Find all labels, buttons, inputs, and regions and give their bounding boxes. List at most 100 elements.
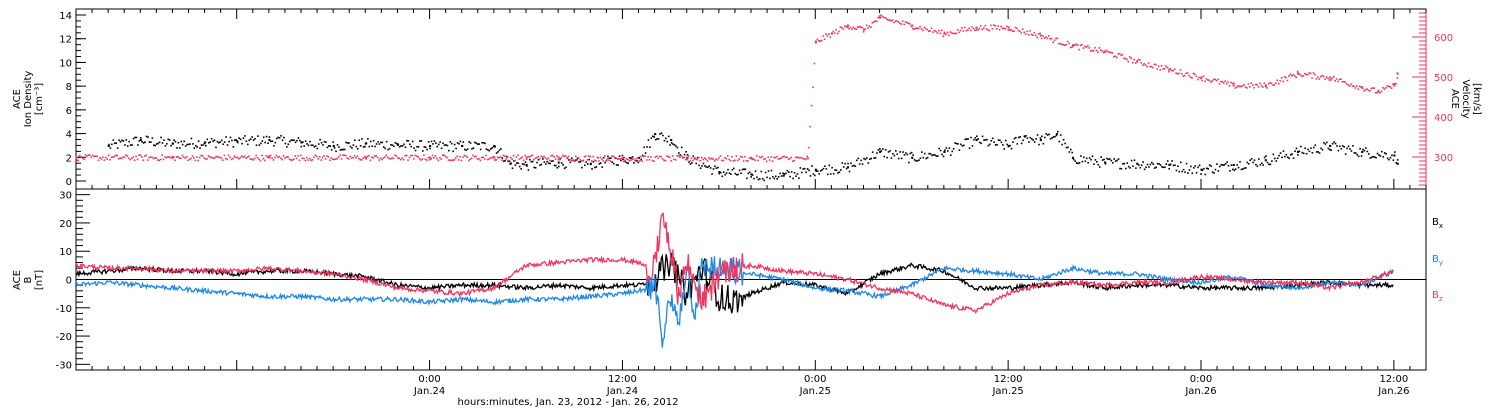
- velocity-point: [634, 159, 636, 162]
- velocity-point: [773, 156, 775, 159]
- density-point: [1271, 160, 1273, 162]
- density-point: [1036, 134, 1039, 136]
- density-point: [1059, 134, 1062, 136]
- velocity-point: [1361, 86, 1364, 89]
- velocity-point: [712, 158, 715, 160]
- density-point: [1078, 162, 1081, 164]
- velocity-point: [1114, 55, 1117, 58]
- velocity-point: [628, 159, 631, 162]
- density-point: [624, 160, 627, 163]
- velocity-point: [180, 157, 182, 160]
- density-point: [850, 162, 852, 165]
- velocity-point: [700, 156, 703, 159]
- density-point: [1223, 164, 1225, 166]
- velocity-point: [799, 156, 801, 159]
- density-point: [129, 144, 132, 146]
- density-point: [718, 171, 721, 174]
- density-point: [158, 141, 161, 144]
- velocity-point: [851, 28, 853, 30]
- velocity-point: [1309, 72, 1312, 75]
- velocity-point: [1198, 76, 1201, 79]
- velocity-point: [897, 21, 900, 23]
- density-point: [206, 138, 209, 141]
- velocity-point: [272, 159, 275, 161]
- density-point: [1094, 159, 1097, 161]
- density-point: [378, 143, 381, 145]
- density-point: [893, 154, 896, 157]
- velocity-point: [1043, 37, 1046, 39]
- velocity-point: [865, 24, 868, 27]
- density-point: [335, 150, 337, 153]
- density-point: [1289, 154, 1292, 156]
- velocity-point: [1010, 28, 1012, 31]
- velocity-point: [164, 156, 166, 158]
- density-point: [1049, 137, 1052, 140]
- density-point: [1294, 150, 1296, 152]
- velocity-point: [1344, 81, 1347, 83]
- velocity-point: [638, 159, 641, 162]
- density-point: [141, 141, 144, 143]
- velocity-point: [803, 158, 806, 160]
- velocity-point: [428, 158, 431, 161]
- velocity-point: [1121, 53, 1124, 56]
- velocity-point: [627, 158, 629, 161]
- velocity-point: [878, 15, 881, 17]
- density-point: [1185, 162, 1188, 165]
- density-point: [996, 143, 998, 146]
- density-point: [429, 147, 431, 150]
- velocity-point: [1319, 75, 1322, 78]
- velocity-point: [102, 156, 104, 158]
- velocity-point: [495, 158, 498, 161]
- velocity-point: [781, 155, 784, 158]
- velocity-point: [899, 22, 901, 24]
- velocity-point: [1243, 83, 1245, 86]
- velocity-point: [385, 154, 388, 157]
- velocity-point: [339, 154, 341, 157]
- velocity-point: [126, 155, 129, 157]
- density-point: [676, 146, 679, 149]
- density-point: [1177, 165, 1179, 167]
- density-tick-label: 2: [66, 153, 72, 164]
- density-point: [1288, 157, 1291, 160]
- density-point: [440, 147, 443, 150]
- velocity-point: [130, 157, 133, 160]
- density-point: [317, 143, 320, 145]
- density-point: [1234, 168, 1237, 170]
- density-point: [951, 150, 954, 153]
- density-point: [562, 164, 564, 166]
- density-point: [479, 148, 482, 151]
- density-point: [1025, 135, 1027, 137]
- density-point: [184, 145, 187, 147]
- density-point: [1349, 148, 1351, 150]
- velocity-point: [288, 158, 291, 161]
- velocity-point: [1006, 25, 1008, 28]
- velocity-point: [1084, 45, 1086, 48]
- velocity-point: [722, 159, 725, 162]
- density-point: [278, 137, 281, 139]
- velocity-point: [663, 159, 665, 162]
- density-point: [268, 136, 271, 138]
- velocity-point: [1168, 68, 1171, 71]
- velocity-point: [262, 157, 265, 160]
- density-point: [659, 133, 661, 135]
- velocity-point: [1233, 82, 1235, 85]
- velocity-point: [716, 159, 719, 161]
- velocity-point: [1100, 49, 1102, 52]
- density-point: [173, 139, 175, 141]
- density-point: [1184, 171, 1186, 173]
- velocity-point: [1282, 80, 1284, 83]
- density-point: [328, 145, 330, 147]
- density-point: [193, 147, 196, 149]
- velocity-point: [1013, 30, 1015, 32]
- velocity-point: [935, 30, 937, 33]
- density-point: [422, 150, 424, 152]
- velocity-point: [1318, 78, 1321, 80]
- velocity-point: [168, 156, 171, 158]
- density-point: [154, 144, 157, 147]
- density-point: [404, 146, 407, 149]
- density-point: [1015, 136, 1017, 139]
- velocity-point: [1188, 74, 1190, 77]
- velocity-point: [784, 156, 787, 159]
- velocity-point: [793, 159, 796, 162]
- velocity-point: [940, 29, 943, 32]
